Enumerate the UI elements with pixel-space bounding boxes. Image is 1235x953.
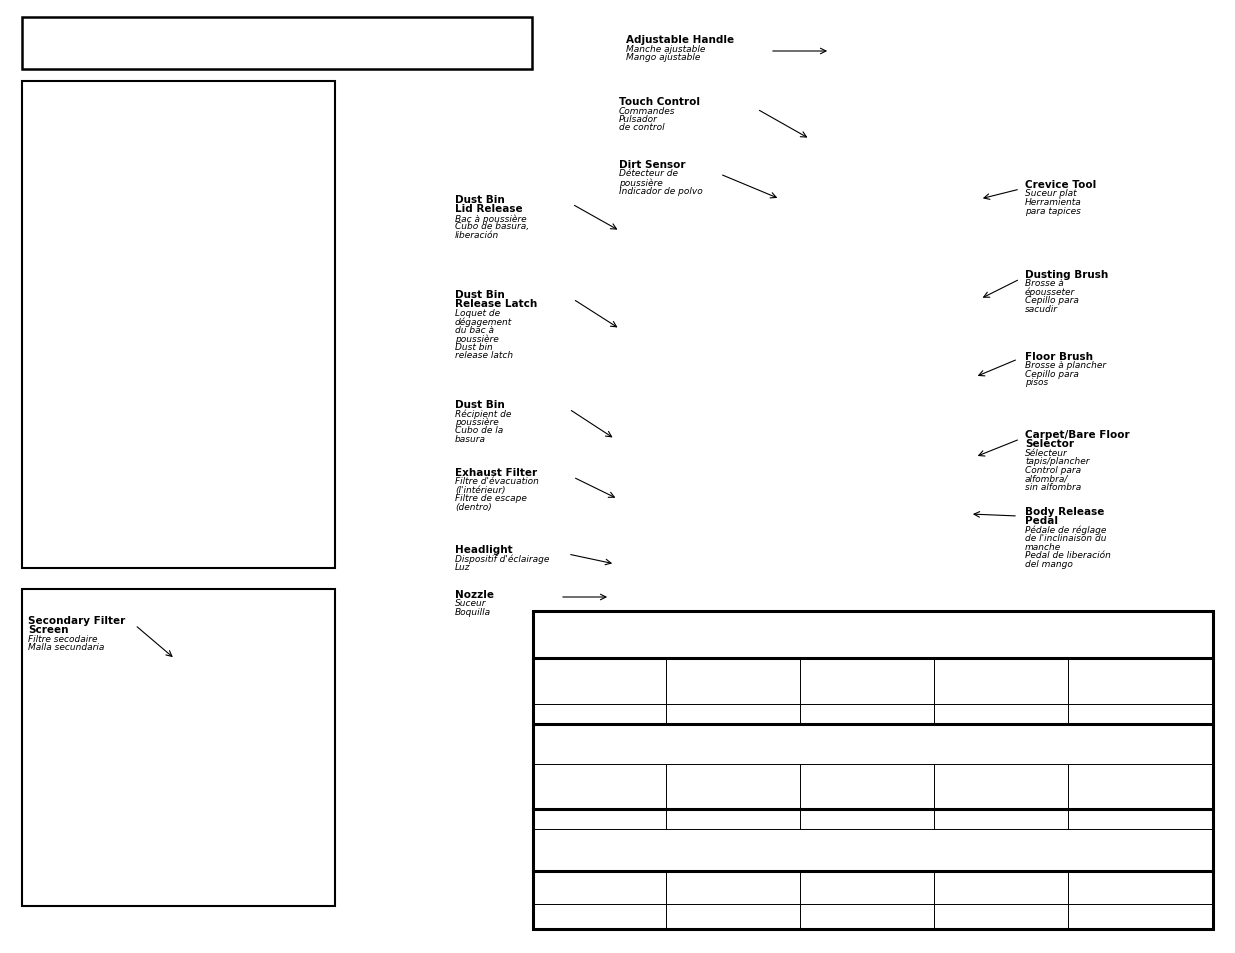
Text: Dust bin: Dust bin bbox=[454, 343, 493, 352]
Text: (dentro): (dentro) bbox=[454, 502, 492, 512]
Text: Dusting Brush: Dusting Brush bbox=[1025, 270, 1108, 280]
Text: Body Release: Body Release bbox=[1025, 506, 1104, 517]
Text: para tapices: para tapices bbox=[1025, 206, 1081, 215]
Bar bbox=[22, 82, 335, 568]
Text: poussière: poussière bbox=[619, 178, 663, 188]
Text: Selector: Selector bbox=[1025, 439, 1074, 449]
Text: Boquilla: Boquilla bbox=[454, 607, 492, 617]
Bar bbox=[534, 612, 1213, 929]
Text: Indicador de polvo: Indicador de polvo bbox=[619, 186, 703, 195]
Text: Loquet de: Loquet de bbox=[454, 309, 500, 317]
Text: de l'inclinaison du: de l'inclinaison du bbox=[1025, 534, 1107, 543]
Text: Pédale de réglage: Pédale de réglage bbox=[1025, 525, 1107, 535]
Text: Floor Brush: Floor Brush bbox=[1025, 352, 1093, 361]
Text: poussière: poussière bbox=[454, 335, 499, 344]
Text: épousseter: épousseter bbox=[1025, 288, 1076, 297]
Text: Brosse à plancher: Brosse à plancher bbox=[1025, 361, 1107, 370]
Text: Pedal: Pedal bbox=[1025, 516, 1058, 526]
Text: Malla secundaria: Malla secundaria bbox=[28, 643, 105, 652]
Text: Screen: Screen bbox=[28, 625, 68, 635]
Text: du bac à: du bac à bbox=[454, 326, 494, 335]
Bar bbox=[22, 18, 532, 70]
Text: Carpet/Bare Floor: Carpet/Bare Floor bbox=[1025, 430, 1130, 439]
Text: Suceur: Suceur bbox=[454, 598, 487, 608]
Text: Brosse à: Brosse à bbox=[1025, 279, 1063, 288]
Text: liberación: liberación bbox=[454, 231, 499, 240]
Text: Touch Control: Touch Control bbox=[619, 97, 700, 107]
Text: basura: basura bbox=[454, 435, 487, 443]
Text: Suceur plat: Suceur plat bbox=[1025, 190, 1077, 198]
Text: Secondary Filter: Secondary Filter bbox=[28, 616, 125, 625]
Text: Luz: Luz bbox=[454, 562, 471, 572]
Text: Mango ajustable: Mango ajustable bbox=[626, 53, 700, 62]
Text: del mango: del mango bbox=[1025, 559, 1073, 568]
Text: Exhaust Filter: Exhaust Filter bbox=[454, 468, 537, 477]
Text: Herramienta: Herramienta bbox=[1025, 198, 1082, 207]
Text: pisos: pisos bbox=[1025, 378, 1049, 387]
Text: Dust Bin: Dust Bin bbox=[454, 194, 505, 205]
Text: sin alfombra: sin alfombra bbox=[1025, 482, 1082, 492]
Text: release latch: release latch bbox=[454, 351, 513, 360]
Text: Récipient de: Récipient de bbox=[454, 409, 511, 418]
Text: Filtre secodaire: Filtre secodaire bbox=[28, 635, 98, 643]
Text: Release Latch: Release Latch bbox=[454, 299, 537, 309]
Text: Dirt Sensor: Dirt Sensor bbox=[619, 160, 685, 170]
Text: Nozzle: Nozzle bbox=[454, 589, 494, 599]
Text: Détecteur de: Détecteur de bbox=[619, 170, 678, 178]
Text: Bac à poussière: Bac à poussière bbox=[454, 213, 526, 223]
Text: Filtre d'évacuation: Filtre d'évacuation bbox=[454, 477, 538, 486]
Text: Control para: Control para bbox=[1025, 465, 1081, 475]
Text: Cepillo para: Cepillo para bbox=[1025, 370, 1079, 378]
Text: Dust Bin: Dust Bin bbox=[454, 399, 505, 410]
Text: Pedal de liberación: Pedal de liberación bbox=[1025, 551, 1110, 560]
Text: Cepillo para: Cepillo para bbox=[1025, 296, 1079, 305]
Text: poussière: poussière bbox=[454, 417, 499, 427]
Bar bbox=[22, 589, 335, 906]
Text: dégagement: dégagement bbox=[454, 317, 513, 327]
Text: tapis/plancher: tapis/plancher bbox=[1025, 457, 1089, 466]
Text: manche: manche bbox=[1025, 542, 1061, 552]
Text: Pulsador: Pulsador bbox=[619, 115, 658, 124]
Text: Cubo de la: Cubo de la bbox=[454, 426, 503, 435]
Text: Manche ajustable: Manche ajustable bbox=[626, 45, 705, 53]
Text: alfombra/: alfombra/ bbox=[1025, 474, 1068, 483]
Text: Cubo de basura,: Cubo de basura, bbox=[454, 222, 529, 232]
Text: Headlight: Headlight bbox=[454, 544, 513, 555]
Text: sacudir: sacudir bbox=[1025, 305, 1058, 314]
Text: Dust Bin: Dust Bin bbox=[454, 290, 505, 299]
Text: Sélecteur: Sélecteur bbox=[1025, 449, 1068, 457]
Text: Adjustable Handle: Adjustable Handle bbox=[626, 35, 734, 45]
Text: de control: de control bbox=[619, 123, 664, 132]
Text: Commandes: Commandes bbox=[619, 107, 676, 115]
Text: Lid Release: Lid Release bbox=[454, 204, 522, 214]
Text: Dispositif d'éclairage: Dispositif d'éclairage bbox=[454, 554, 550, 563]
Text: Crevice Tool: Crevice Tool bbox=[1025, 180, 1097, 190]
Text: (l'intérieur): (l'intérieur) bbox=[454, 485, 505, 495]
Text: Filtre de escape: Filtre de escape bbox=[454, 494, 527, 503]
